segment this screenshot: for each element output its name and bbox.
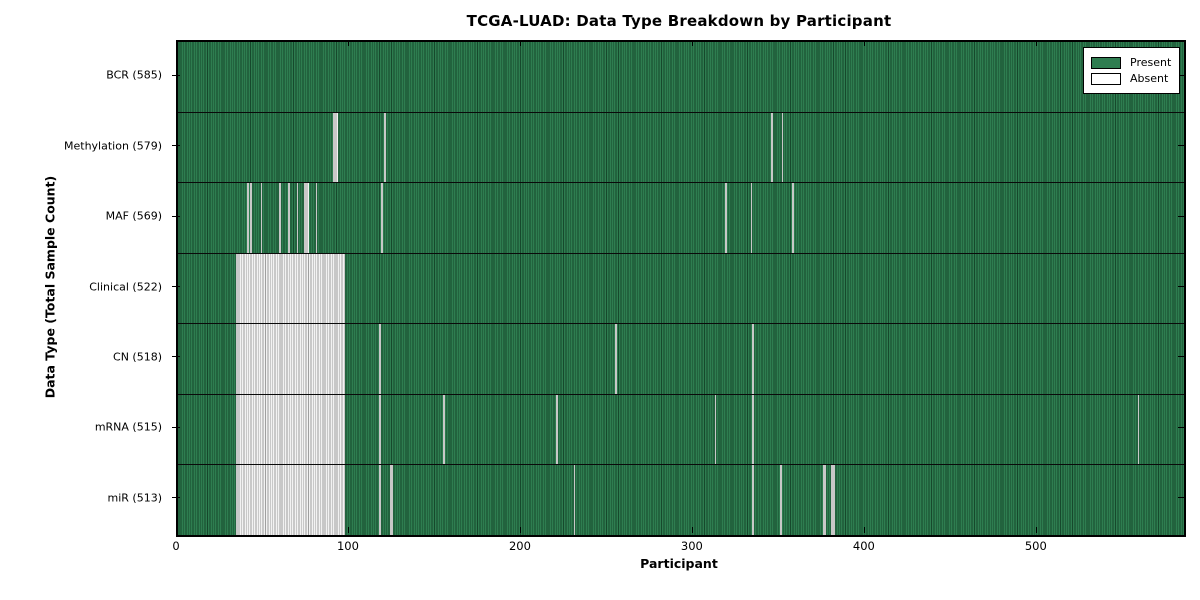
heatmap-row-methylation xyxy=(178,112,1184,184)
absent-segment xyxy=(236,394,345,465)
y-tick-label-clinical: Clinical (522) xyxy=(89,280,162,293)
absent-segment xyxy=(442,394,445,465)
x-tick-label: 100 xyxy=(336,539,359,553)
absent-segment xyxy=(714,394,717,465)
absent-segment xyxy=(380,183,383,253)
absent-segment xyxy=(236,253,345,324)
absent-segment xyxy=(750,183,753,253)
absent-segment xyxy=(246,183,249,253)
absent-segment xyxy=(781,112,784,183)
absent-segment xyxy=(250,183,252,253)
y-tick-label-mir: miR (513) xyxy=(107,491,163,505)
absent-segment xyxy=(724,183,727,253)
absent-segment xyxy=(260,183,263,253)
x-tick-label: 0 xyxy=(172,539,180,553)
y-tick-label-maf: MAF (569) xyxy=(105,209,162,223)
absent-segment xyxy=(315,183,318,253)
absent-segment xyxy=(1137,394,1140,465)
absent-segment xyxy=(332,112,338,183)
x-tick-label: 200 xyxy=(508,539,531,553)
absent-segment xyxy=(389,465,393,536)
heatmap-row-cn xyxy=(178,324,1184,395)
absent-segment xyxy=(236,465,345,536)
absent-segment xyxy=(771,112,773,183)
heatmap-row-maf xyxy=(178,183,1184,254)
heatmap-plot-area xyxy=(176,40,1186,537)
absent-segment xyxy=(779,465,782,536)
present-swatch xyxy=(1091,56,1121,69)
absent-swatch xyxy=(1091,72,1121,85)
absent-segment xyxy=(831,465,835,536)
absent-segment xyxy=(752,394,755,465)
chart-title: TCGA-LUAD: Data Type Breakdown by Partic… xyxy=(466,12,892,30)
absent-segment xyxy=(379,465,381,536)
heatmap-row-mir xyxy=(178,465,1184,536)
absent-segment xyxy=(822,465,827,536)
absent-segment xyxy=(279,183,282,253)
absent-segment xyxy=(379,324,381,394)
y-tick-label-bcr: BCR (585) xyxy=(106,68,162,82)
absent-segment xyxy=(752,465,755,536)
absent-segment xyxy=(614,324,617,394)
legend-label: Absent xyxy=(1130,72,1169,85)
y-tick-label-mrna: mRNA (515) xyxy=(94,420,162,434)
x-axis-label: Participant xyxy=(640,556,718,571)
absent-segment xyxy=(303,183,309,253)
y-tick-labels: BCR (585) Methylation (579) MAF (569) Clini… xyxy=(0,40,170,533)
legend-item-present: Present xyxy=(1091,56,1172,69)
legend-label: Present xyxy=(1130,56,1172,69)
absent-segment xyxy=(556,394,559,465)
y-tick-label-methylation: Methylation (579) xyxy=(64,139,162,153)
absent-segment xyxy=(236,324,345,394)
y-tick-label-cn: CN (518) xyxy=(113,350,162,364)
absent-segment xyxy=(288,183,290,253)
x-tick-label: 400 xyxy=(852,539,875,553)
absent-segment xyxy=(573,465,576,536)
heatmap-row-bcr xyxy=(178,42,1184,113)
x-tick-label: 500 xyxy=(1024,539,1047,553)
absent-segment xyxy=(296,183,299,253)
heatmap-row-mrna xyxy=(178,394,1184,466)
legend: Present Absent xyxy=(1083,47,1180,94)
absent-segment xyxy=(752,324,755,394)
legend-item-absent: Absent xyxy=(1091,72,1172,85)
x-tick-labels: 0 100 200 300 400 500 xyxy=(172,539,1182,555)
absent-segment xyxy=(379,394,381,465)
x-tick-label: 300 xyxy=(680,539,703,553)
absent-segment xyxy=(791,183,794,253)
absent-segment xyxy=(384,112,387,183)
heatmap-row-clinical xyxy=(178,253,1184,325)
